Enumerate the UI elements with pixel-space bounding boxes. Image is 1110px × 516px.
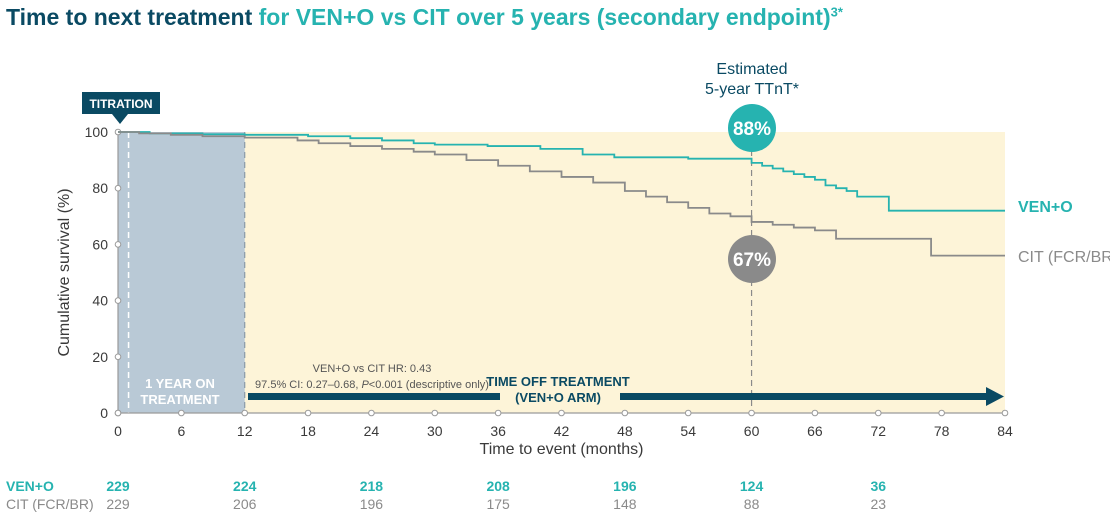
x-tick-label: 36 xyxy=(490,423,506,439)
off-arrow-left-bar xyxy=(248,393,500,400)
x-tick-label: 84 xyxy=(997,423,1013,439)
ven-badge-circle xyxy=(728,104,776,152)
risk-cell: 36 xyxy=(870,478,886,494)
hr-line2: 97.5% CI: 0.27–0.68, P<0.001 (descriptiv… xyxy=(255,379,489,391)
x-tick-label: 72 xyxy=(870,423,886,439)
risk-cell: 208 xyxy=(486,478,510,494)
x-tick-mark xyxy=(621,409,629,417)
x-tick-mark xyxy=(1001,409,1009,417)
titration-badge-box xyxy=(82,92,160,114)
cit-estimate-badge: 67% xyxy=(728,235,776,283)
risk-row-label: VEN+O xyxy=(6,478,54,494)
off-arrow-right-bar xyxy=(620,393,988,400)
x-tick-label: 48 xyxy=(617,423,633,439)
ven-badge-value: 88% xyxy=(733,119,771,140)
title-part-2: for VEN+O vs CIT over 5 years (secondary… xyxy=(252,4,831,30)
x-tick-mark xyxy=(431,409,439,417)
risk-cell: 196 xyxy=(613,478,637,494)
y-tick-mark xyxy=(114,241,122,248)
x-tick-mark xyxy=(494,409,502,417)
x-ticks: 0 6 12 18 24 30 36 42 48 54 60 66 72 78 84 xyxy=(114,409,1013,439)
x-axis-label: Time to event (months) xyxy=(480,441,644,458)
risk-cell: 206 xyxy=(233,496,257,512)
x-tick-label: 24 xyxy=(364,423,380,439)
one-year-label-line1: 1 YEAR ON xyxy=(145,376,215,391)
y-tick-label: 100 xyxy=(85,124,109,140)
x-tick-label: 6 xyxy=(177,423,185,439)
x-tick-mark xyxy=(368,409,375,417)
chart-title: Time to next treatment for VEN+O vs CIT … xyxy=(6,4,843,31)
titration-badge: TITRATION xyxy=(82,92,160,124)
x-tick-mark xyxy=(558,409,565,417)
hr-ci: 97.5% CI: 0.27–0.68, xyxy=(255,379,361,391)
x-tick-label: 54 xyxy=(680,423,696,439)
risk-cell: 175 xyxy=(486,496,510,512)
risk-cell: 88 xyxy=(744,496,760,512)
risk-cell: 23 xyxy=(870,496,886,512)
x-tick-mark xyxy=(811,409,819,417)
ven-series-label: VEN+O xyxy=(1018,199,1073,216)
y-tick-mark xyxy=(114,297,122,304)
one-year-label-line2: TREATMENT xyxy=(140,392,219,407)
titration-label: TITRATION xyxy=(89,97,152,111)
y-tick-label: 20 xyxy=(92,349,108,365)
title-superscript: 3* xyxy=(830,4,843,20)
x-tick-mark xyxy=(684,409,692,417)
y-tick-label: 40 xyxy=(92,293,108,309)
off-arrow-head xyxy=(986,387,1004,406)
y-tick-label: 0 xyxy=(100,405,108,421)
risk-cell: 148 xyxy=(613,496,637,512)
x-tick-mark xyxy=(938,409,945,417)
x-tick-label: 66 xyxy=(807,423,823,439)
risk-row-label: CIT (FCR/BR) xyxy=(6,496,94,512)
x-tick-label: 60 xyxy=(744,423,760,439)
risk-cell: 224 xyxy=(233,478,257,494)
risk-cell: 196 xyxy=(360,496,384,512)
y-tick-mark xyxy=(114,184,122,192)
risk-cell: 229 xyxy=(106,496,130,512)
x-tick-mark xyxy=(178,409,185,417)
hr-p-value: <0.001 (descriptive only) xyxy=(369,379,489,391)
patients-at-risk-table: VEN+O 229 224 218 208 196 124 36 CIT (FCR/BR) 229… xyxy=(6,478,886,512)
hr-p-symbol: P xyxy=(361,379,369,391)
y-axis-label: Cumulative survival (%) xyxy=(56,188,73,356)
title-part-1: Time to next treatment xyxy=(6,4,253,30)
off-treatment-line1: TIME OFF TREATMENT xyxy=(486,374,630,389)
series-group xyxy=(118,131,1005,257)
cit-badge-circle xyxy=(728,235,776,283)
x-tick-mark xyxy=(748,409,755,417)
y-tick-label: 80 xyxy=(92,180,108,196)
estimated-label-line2: 5-year TTnT* xyxy=(705,81,799,98)
ven-estimate-badge: 88% xyxy=(728,104,776,152)
x-tick-mark xyxy=(241,409,249,417)
x-tick-label: 12 xyxy=(237,423,253,439)
ven-survival-line xyxy=(118,131,1005,212)
risk-cell: 229 xyxy=(106,478,130,494)
y-tick-mark xyxy=(114,409,122,417)
estimated-label-line1: Estimated xyxy=(716,61,787,78)
off-treatment-shade xyxy=(244,132,1005,413)
risk-cell: 218 xyxy=(360,478,384,494)
x-tick-label: 30 xyxy=(427,423,443,439)
x-tick-label: 0 xyxy=(114,423,122,439)
x-tick-mark xyxy=(874,409,882,417)
cit-survival-line xyxy=(118,131,1005,257)
x-tick-mark xyxy=(304,409,312,417)
x-tick-label: 78 xyxy=(934,423,950,439)
on-treatment-shade xyxy=(118,132,245,413)
y-tick-label: 60 xyxy=(92,236,108,252)
titration-pointer xyxy=(112,114,128,124)
cit-series-label: CIT (FCR/BR) xyxy=(1018,249,1110,266)
risk-cell: 124 xyxy=(740,478,764,494)
y-tick-mark xyxy=(114,353,122,361)
cit-badge-value: 67% xyxy=(733,250,771,271)
hr-line1: VEN+O vs CIT HR: 0.43 xyxy=(313,363,432,375)
x-tick-label: 42 xyxy=(554,423,570,439)
off-treatment-line2: (VEN+O ARM) xyxy=(515,390,601,405)
x-tick-label: 18 xyxy=(300,423,316,439)
y-ticks: 0 20 40 60 80 100 xyxy=(85,124,122,421)
